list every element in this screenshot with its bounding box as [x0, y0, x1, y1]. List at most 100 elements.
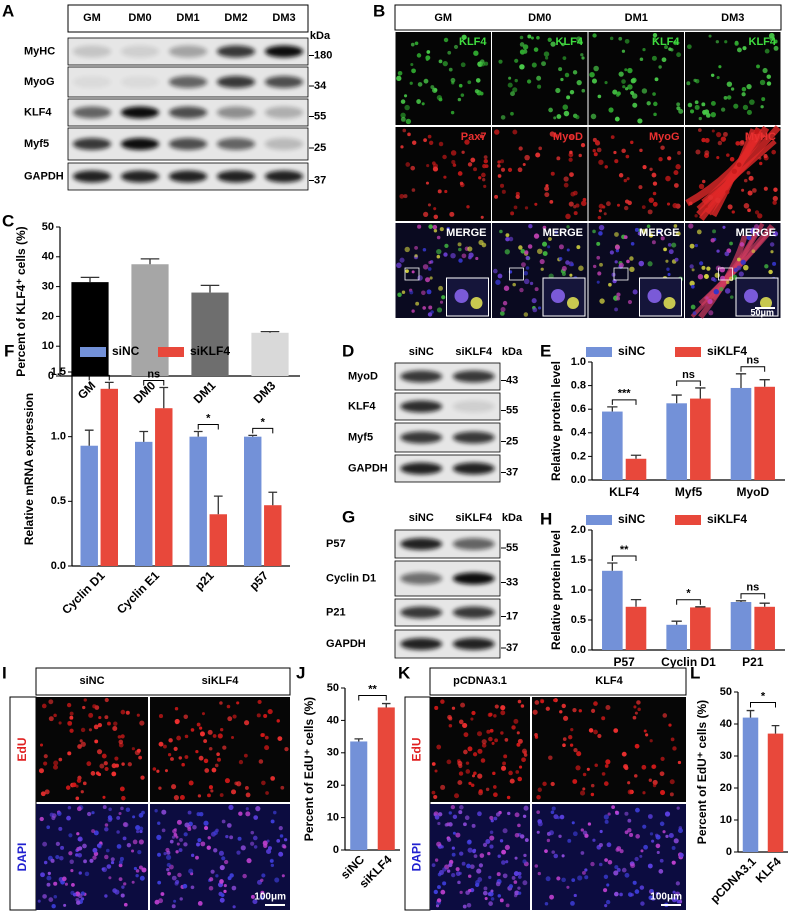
nucleus: [195, 749, 199, 754]
band: [72, 106, 112, 119]
nucleus: [118, 863, 123, 868]
nucleus: [694, 100, 699, 105]
nucleus: [40, 791, 46, 797]
nucleus: [533, 47, 539, 52]
nucleus: [434, 858, 439, 862]
error-bar: [80, 276, 100, 283]
y-tick-label: 40: [327, 714, 339, 726]
nucleus: [166, 854, 172, 860]
nucleus: [217, 733, 223, 739]
nucleus: [551, 806, 556, 811]
y-tick-label: 2.0: [571, 524, 586, 536]
size-label: 37: [314, 174, 326, 186]
nucleus: [450, 150, 457, 156]
nucleus: [569, 743, 574, 747]
nucleus: [630, 140, 634, 145]
nucleus: [589, 71, 595, 78]
nucleus: [642, 824, 647, 829]
nucleus: [538, 146, 543, 151]
nucleus: [279, 834, 284, 838]
error-bar: [381, 702, 391, 708]
nucleus: [525, 255, 530, 260]
nucleus: [561, 854, 565, 858]
nucleus: [598, 209, 603, 213]
nucleus: [107, 721, 111, 726]
nucleus: [250, 830, 255, 835]
nucleus: [213, 848, 218, 853]
nucleus: [104, 715, 109, 720]
nucleus: [165, 847, 170, 853]
nucleus: [628, 832, 634, 837]
nucleus: [675, 164, 681, 170]
nucleus: [250, 894, 255, 899]
nucleus: [602, 205, 606, 209]
nucleus: [426, 50, 431, 54]
nucleus: [545, 876, 551, 882]
nucleus: [446, 869, 451, 873]
nucleus: [175, 850, 179, 854]
nucleus: [710, 73, 715, 78]
nucleus: [598, 843, 603, 848]
nucleus: [190, 728, 195, 732]
nucleus: [621, 751, 627, 757]
nucleus: [552, 134, 556, 138]
nucleus: [137, 849, 142, 855]
size-label: 25: [314, 142, 326, 154]
nucleus: [524, 154, 530, 161]
nucleus: [761, 97, 766, 102]
nucleus: [163, 852, 167, 856]
nucleus: [596, 147, 602, 153]
nucleus: [609, 250, 614, 255]
nucleus: [556, 816, 560, 820]
nucleus: [603, 212, 607, 216]
nucleus: [624, 765, 629, 771]
nucleus: [545, 56, 549, 60]
band: [216, 138, 256, 150]
nucleus: [266, 839, 270, 843]
nucleus: [604, 858, 608, 862]
band: [400, 538, 443, 550]
panel-label: I: [2, 663, 7, 682]
nucleus: [468, 781, 472, 786]
bar: [189, 436, 207, 566]
nucleus: [284, 747, 289, 752]
nucleus: [207, 836, 211, 840]
nucleus: [464, 139, 470, 145]
nucleus: [599, 829, 603, 834]
nucleus: [102, 795, 106, 799]
nucleus: [407, 132, 411, 137]
error-bar: [200, 284, 220, 293]
nucleus: [470, 717, 474, 721]
nucleus: [555, 87, 561, 94]
nucleus: [647, 209, 653, 215]
nucleus: [260, 878, 264, 882]
significance-bracket: [611, 399, 637, 405]
nucleus: [455, 832, 461, 838]
nucleus: [581, 88, 586, 93]
nucleus: [76, 806, 82, 812]
nucleus: [482, 890, 488, 896]
nucleus: [213, 830, 218, 836]
roi-box: [613, 267, 629, 281]
y-tick-label: 0.5: [51, 495, 66, 507]
nucleus: [53, 894, 58, 899]
nucleus: [182, 883, 188, 889]
nucleus: [104, 823, 109, 827]
nucleus: [433, 229, 438, 233]
band: [400, 370, 443, 383]
nucleus: [743, 264, 749, 271]
nucleus: [646, 224, 651, 229]
nucleus: [676, 806, 680, 810]
nucleus: [69, 715, 74, 720]
nucleus: [485, 787, 490, 792]
nucleus: [497, 174, 502, 178]
nucleus: [39, 743, 44, 747]
nucleus: [439, 300, 444, 304]
nucleus: [580, 851, 585, 855]
nucleus: [570, 901, 575, 906]
nucleus: [138, 865, 143, 870]
nucleus: [454, 793, 460, 799]
x-tick-label: MyoD: [736, 485, 769, 499]
micrograph: [36, 804, 148, 910]
nucleus: [440, 784, 446, 790]
